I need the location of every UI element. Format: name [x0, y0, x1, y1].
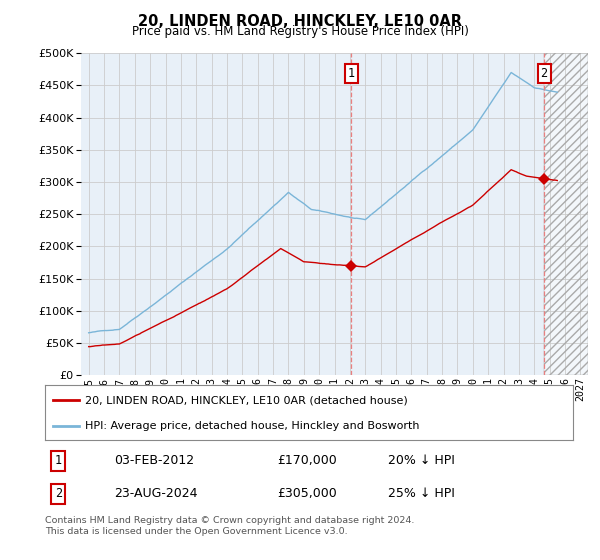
Text: 20, LINDEN ROAD, HINCKLEY, LE10 0AR: 20, LINDEN ROAD, HINCKLEY, LE10 0AR [138, 14, 462, 29]
Text: 1: 1 [347, 67, 355, 80]
Text: £305,000: £305,000 [277, 487, 337, 501]
Text: Price paid vs. HM Land Registry's House Price Index (HPI): Price paid vs. HM Land Registry's House … [131, 25, 469, 38]
Text: 20% ↓ HPI: 20% ↓ HPI [388, 454, 455, 468]
Bar [544, 53, 588, 375]
Text: 2: 2 [55, 487, 62, 501]
Text: 03-FEB-2012: 03-FEB-2012 [113, 454, 194, 468]
Text: HPI: Average price, detached house, Hinckley and Bosworth: HPI: Average price, detached house, Hinc… [85, 421, 419, 431]
Text: 1: 1 [55, 454, 62, 468]
Text: £170,000: £170,000 [277, 454, 337, 468]
Text: Contains HM Land Registry data © Crown copyright and database right 2024.
This d: Contains HM Land Registry data © Crown c… [45, 516, 415, 536]
Text: 2: 2 [541, 67, 548, 80]
Text: 23-AUG-2024: 23-AUG-2024 [113, 487, 197, 501]
Bar [544, 53, 588, 375]
Text: 20, LINDEN ROAD, HINCKLEY, LE10 0AR (detached house): 20, LINDEN ROAD, HINCKLEY, LE10 0AR (det… [85, 395, 407, 405]
Text: 25% ↓ HPI: 25% ↓ HPI [388, 487, 455, 501]
